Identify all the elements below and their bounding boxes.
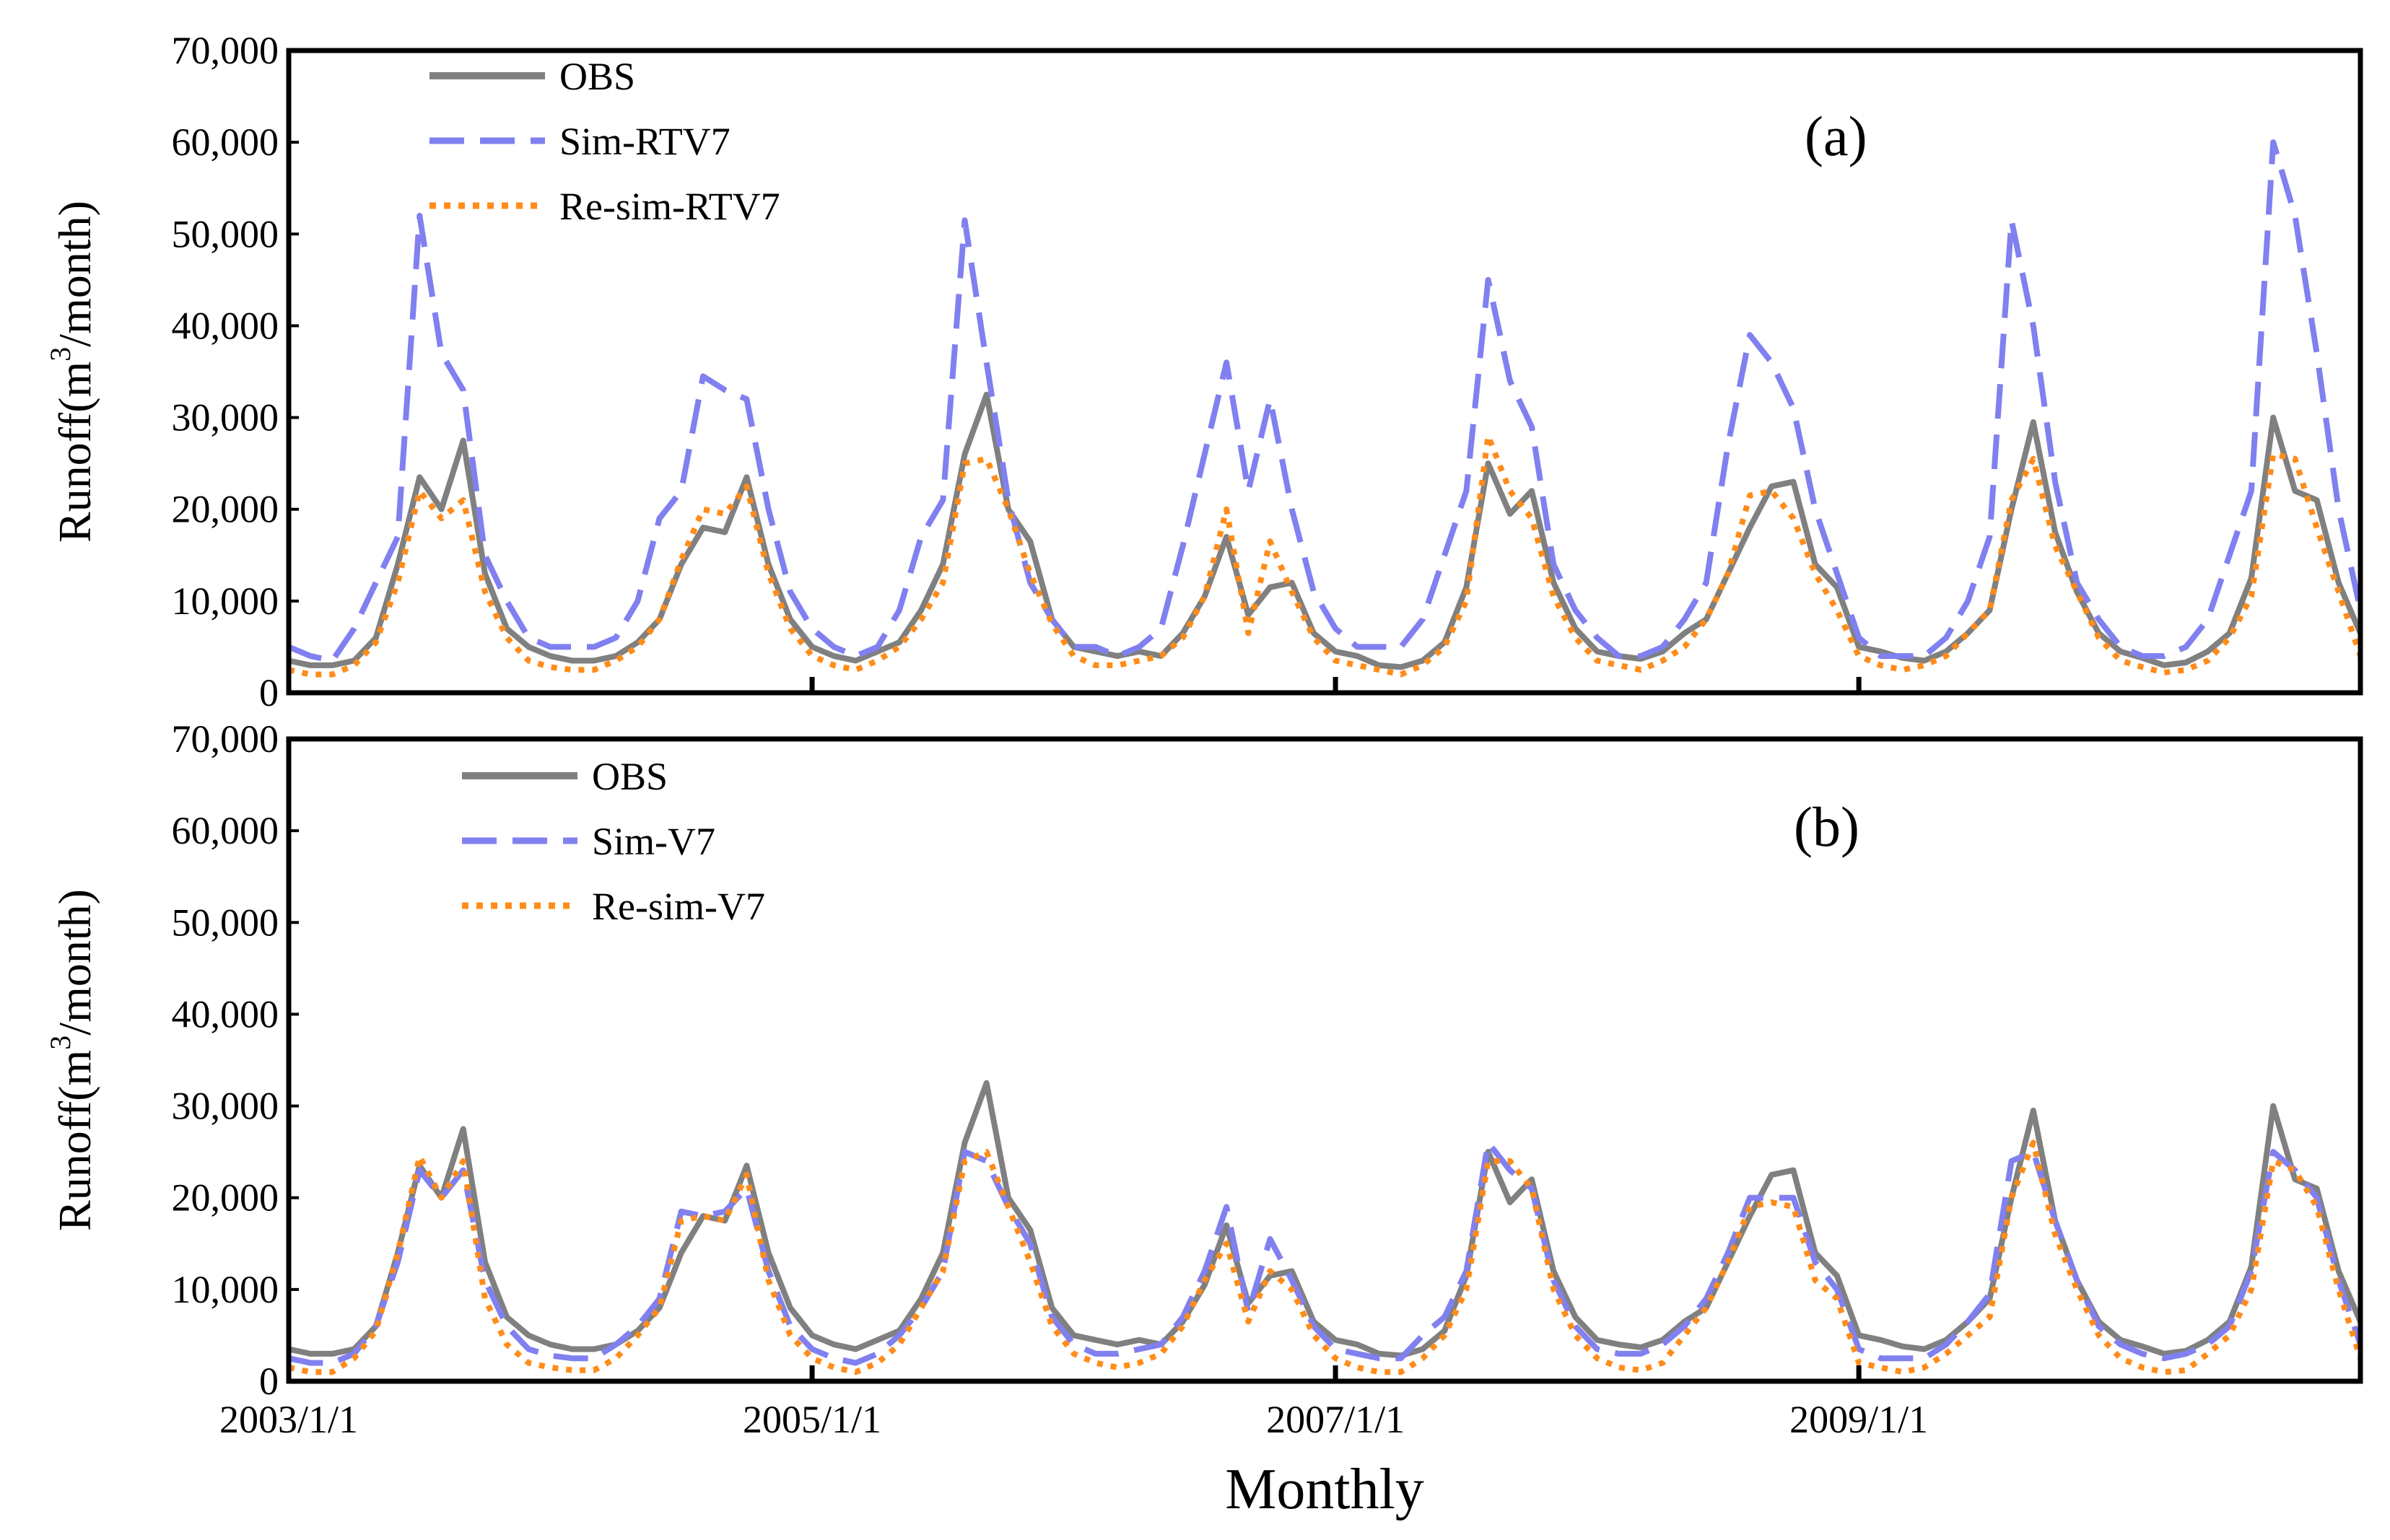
x-tick-label-0: 2003/1/1 xyxy=(219,1398,358,1441)
legend-label-resim-a: Re-sim-RTV7 xyxy=(559,185,780,228)
x-axis-title: Monthly xyxy=(1225,1458,1424,1521)
y-tick-label-b-3: 30,000 xyxy=(172,1085,279,1128)
y-tick-label-a-0: 0 xyxy=(259,671,279,714)
x-tick-label-3: 2009/1/1 xyxy=(1789,1398,1928,1441)
y-axis-title-a: Runoff(m3/month) xyxy=(44,201,100,543)
x-tick-label-2: 2007/1/1 xyxy=(1266,1398,1405,1441)
panel-label-a: (a) xyxy=(1805,105,1867,167)
tick-layer-b: 0 10,000 20,000 30,000 40,000 50,000 60,000 70,… xyxy=(172,717,1862,1403)
x-tick-labels: 2003/1/1 2005/1/1 2007/1/1 2009/1/1 xyxy=(219,1398,1928,1441)
plot-frame-b xyxy=(286,736,2363,1384)
y-tick-label-a-1: 10,000 xyxy=(172,579,279,623)
series-line-a-sim-rtv7 xyxy=(287,139,2363,664)
y-tick-label-a-5: 50,000 xyxy=(172,212,279,255)
y-tick-label-a-2: 20,000 xyxy=(172,488,279,531)
series-line-b-sim-v7 xyxy=(288,1139,2363,1366)
legend-a: OBS Sim-RTV7 Re-sim-RTV7 xyxy=(429,55,780,228)
legend-label-sim-b: Sim-V7 xyxy=(592,820,715,863)
series-layer-b xyxy=(288,1080,2363,1375)
y-tick-label-a-6: 60,000 xyxy=(172,121,279,164)
y-tick-label-b-2: 20,000 xyxy=(172,1176,279,1220)
plot-frame-a xyxy=(286,48,2363,696)
y-tick-label-b-6: 60,000 xyxy=(172,809,279,852)
y-tick-label-b-5: 50,000 xyxy=(172,901,279,944)
legend-label-obs-a: OBS xyxy=(559,55,635,98)
panel-b: 0 10,000 20,000 30,000 40,000 50,000 60,000 70,… xyxy=(44,717,2363,1403)
y-tick-label-a-3: 30,000 xyxy=(172,396,279,439)
x-tick-label-1: 2005/1/1 xyxy=(743,1398,881,1441)
y-tick-label-b-4: 40,000 xyxy=(172,992,279,1036)
y-tick-label-b-7: 70,000 xyxy=(172,717,279,761)
legend-b: OBS Sim-V7 Re-sim-V7 xyxy=(462,755,765,928)
legend-label-obs-b: OBS xyxy=(592,755,668,798)
y-tick-label-a-4: 40,000 xyxy=(172,304,279,347)
series-line-a-obs xyxy=(288,391,2363,670)
series-line-b-re-sim-v7 xyxy=(288,1139,2363,1375)
y-tick-label-a-7: 70,000 xyxy=(172,29,279,72)
y-tick-label-b-1: 10,000 xyxy=(172,1268,279,1311)
series-layer-a xyxy=(287,139,2363,678)
panel-a: 0 10,000 20,000 30,000 40,000 50,000 60,000 70,… xyxy=(44,29,2363,714)
y-axis-title-b: Runoff(m3/month) xyxy=(44,889,100,1231)
panel-label-b: (b) xyxy=(1794,795,1859,858)
legend-label-resim-b: Re-sim-V7 xyxy=(592,885,765,928)
tick-layer-a: 0 10,000 20,000 30,000 40,000 50,000 60,000 70,… xyxy=(172,29,1862,714)
y-tick-label-b-0: 0 xyxy=(259,1360,279,1403)
legend-label-sim-a: Sim-RTV7 xyxy=(559,120,730,163)
